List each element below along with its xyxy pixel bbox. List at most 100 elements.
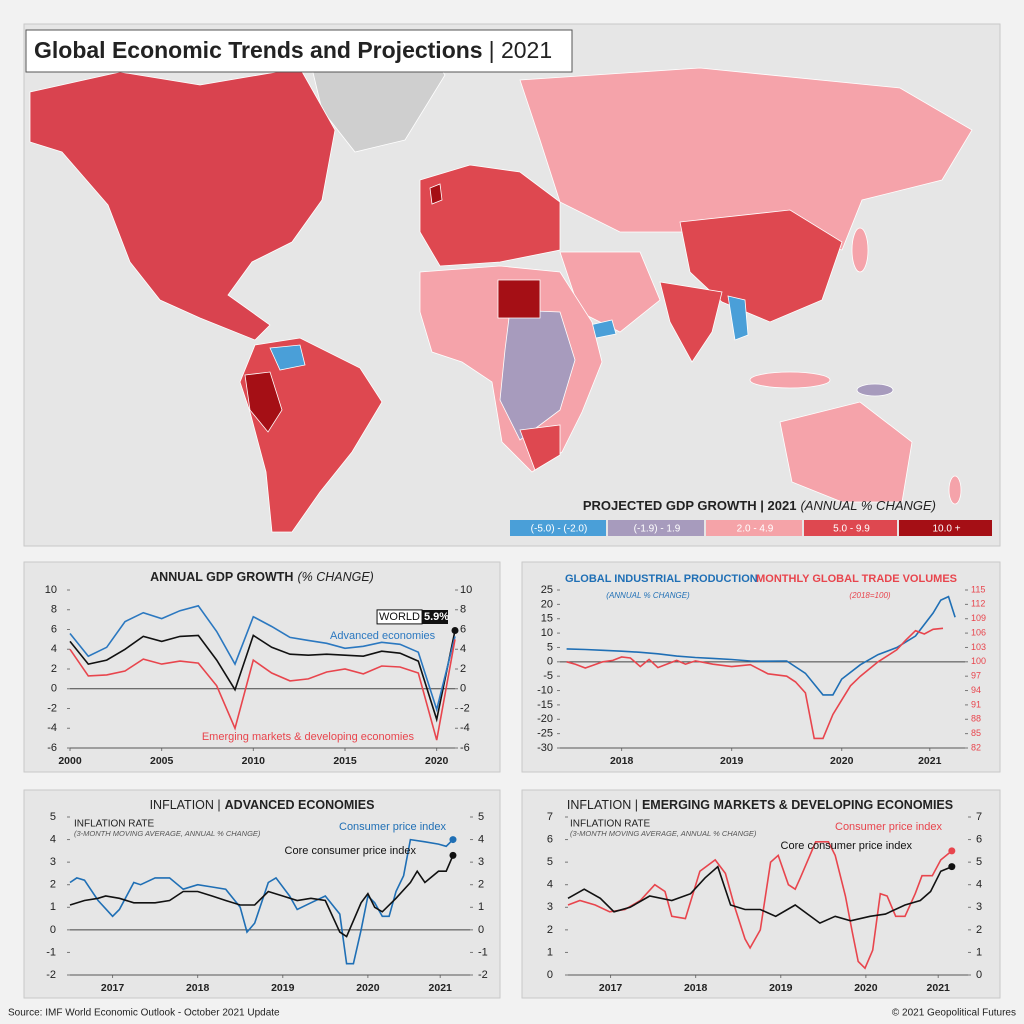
y-tick-label: 8 [51,604,57,616]
y-tick-label: 25 [541,584,553,596]
y2-tick-label: -4 [460,722,470,734]
y2-tick-label: 0 [976,969,982,981]
new-zealand [948,475,962,505]
y2-tick-label: 4 [976,879,982,891]
y2-tick-label: 0 [460,683,466,695]
legend-label: 2.0 - 4.9 [737,524,774,535]
y-tick-label: -2 [47,702,57,714]
y-tick-label: 1 [547,946,553,958]
title-main: EMERGING MARKETS & DEVELOPING ECONOMIES [642,798,953,812]
series-line [69,855,454,938]
title-year: | 2021 [489,37,553,63]
y-tick-label: -4 [47,722,57,734]
y2-tick-label: 6 [460,623,466,635]
legend-label: (-5.0) - (-2.0) [531,524,588,535]
series-label: Emerging markets & developing economies [202,731,415,743]
y-tick-label: 4 [50,833,56,845]
y-tick-label: 0 [50,924,56,936]
y2-tick-label: 1 [478,901,484,913]
legend-label: 10.0 + [932,524,960,535]
title-main: ADVANCED ECONOMIES [225,798,375,812]
x-tick-label: 2019 [720,755,744,767]
end-marker [451,626,459,634]
series-unit: (2018=100) [849,591,890,600]
peru [244,371,283,433]
y2-tick-label: -2 [478,969,488,981]
x-tick-label: 2019 [271,982,295,994]
y-tick-label: 10 [45,584,57,596]
south-america [239,337,383,533]
series-label: Advanced economies [330,630,436,642]
x-tick-label: 2021 [429,982,453,994]
y-tick-label: -25 [537,728,553,740]
y-label-note: (3-MONTH MOVING AVERAGE, ANNUAL % CHANGE… [570,829,757,838]
y2-tick-label: 2 [478,879,484,891]
world-map [29,37,973,533]
chart-title: INFLATION | ADVANCED ECONOMIES [150,798,375,812]
y2-tick-label: 91 [971,699,981,709]
panel [521,561,1001,773]
y2-tick-label: 2 [976,924,982,936]
y-label: INFLATION RATE [570,819,651,830]
y-tick-label: 6 [547,833,553,845]
main-title: Global Economic Trends and Projections | … [34,37,552,63]
y2-tick-label: 100 [971,656,986,666]
map-legend: (-5.0) - (-2.0) (-1.9) - 1.9 2.0 - 4.9 5.0 … [510,520,992,536]
title-prefix: INFLATION | [567,798,638,812]
papua [856,383,894,397]
y2-tick-label: 3 [976,901,982,913]
y-tick-label: -5 [543,670,553,682]
series-label: Consumer price index [835,821,942,833]
legend-swatch [804,520,897,536]
value-label-box [422,610,448,624]
y2-tick-label: 3 [478,856,484,868]
y-label-note: (3-MONTH MOVING AVERAGE, ANNUAL % CHANGE… [74,829,261,838]
x-tick-label: 2021 [918,755,942,767]
x-tick-label: 2018 [186,982,210,994]
series-label: GLOBAL INDUSTRIAL PRODUCTION [565,573,758,585]
legend-label: (-1.9) - 1.9 [634,524,681,535]
series-line [69,630,456,723]
series-label: MONTHLY GLOBAL TRADE VOLUMES [756,573,957,585]
x-tick-label: 2020 [425,755,449,767]
japan [851,227,869,273]
x-tick-label: 2019 [769,982,793,994]
title-prefix: INFLATION | [150,798,221,812]
south-africa [519,424,561,471]
y2-tick-label: -6 [460,742,470,754]
y2-tick-label: -2 [460,702,470,714]
y-tick-label: -6 [47,742,57,754]
y2-tick-label: 112 [971,599,985,609]
y-tick-label: -10 [537,684,553,696]
y-tick-label: -20 [537,713,553,725]
series-unit: (ANNUAL % CHANGE) [606,591,690,600]
legend-swatch [510,520,606,536]
series-line [69,639,456,741]
y2-tick-label: 97 [971,671,981,681]
x-tick-label: 2020 [854,982,878,994]
y2-tick-label: 2 [460,663,466,675]
central-africa [499,309,576,441]
x-tick-label: 2005 [150,755,174,767]
y-tick-label: 1 [50,901,56,913]
russia-asia [519,67,973,251]
y2-tick-label: 7 [976,811,982,823]
y-tick-label: 3 [547,901,553,913]
libya [497,279,541,319]
x-tick-label: 2015 [333,755,357,767]
y-tick-label: -2 [46,969,56,981]
y2-tick-label: 109 [971,613,986,623]
myanmar [727,295,749,341]
y-tick-label: 6 [51,623,57,635]
y-tick-label: -1 [46,946,56,958]
y-tick-label: 3 [50,856,56,868]
series-line [566,627,944,740]
y-tick-label: 2 [547,924,553,936]
x-tick-label: 2021 [927,982,951,994]
y-tick-label: -30 [537,742,553,754]
x-tick-label: 2000 [58,755,82,767]
series-line [567,865,953,925]
title-main: ANNUAL GDP GROWTH [150,570,293,584]
y-tick-label: 5 [547,856,553,868]
